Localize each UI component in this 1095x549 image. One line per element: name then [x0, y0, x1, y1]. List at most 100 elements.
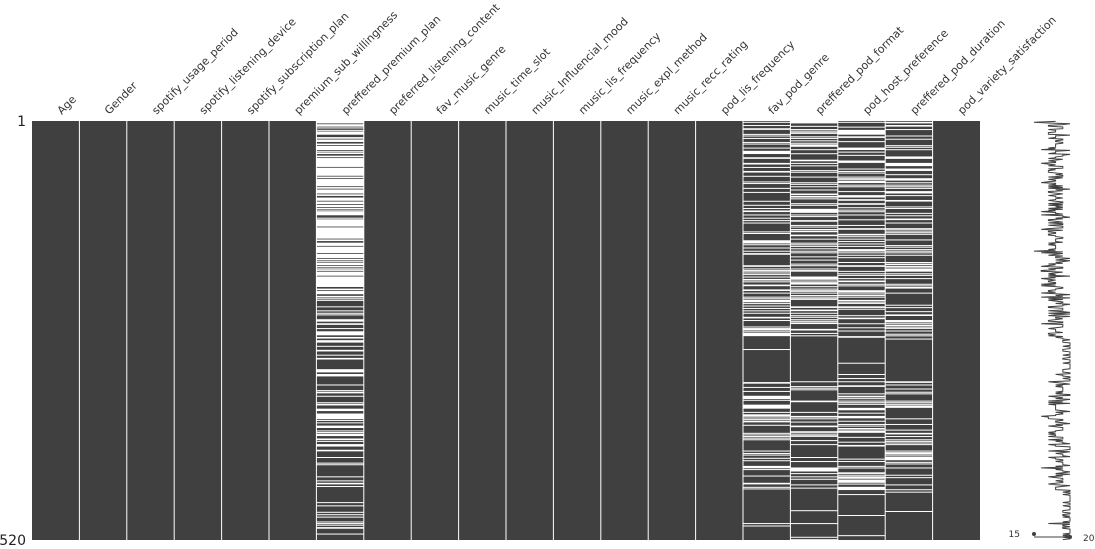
missing-cell	[743, 217, 791, 219]
missing-cell	[885, 491, 933, 493]
missing-cell	[885, 436, 933, 438]
column-spotify_listening_device	[174, 121, 222, 540]
column-music_expl_method	[600, 121, 649, 540]
missing-cell	[316, 345, 364, 347]
missing-cell	[316, 422, 364, 424]
missing-cell	[790, 125, 838, 127]
missing-cell	[885, 162, 933, 167]
missing-cell	[743, 137, 791, 139]
missing-cell	[316, 211, 364, 216]
missing-cell	[316, 328, 364, 330]
missing-cell	[743, 469, 791, 471]
column-label-spotify_usage_period: spotify_usage_period	[149, 26, 240, 117]
missing-cell	[316, 150, 364, 152]
missing-cell	[743, 141, 791, 143]
missing-cell	[885, 206, 933, 208]
missing-cell	[885, 292, 933, 294]
missing-cell	[837, 317, 886, 320]
missing-cell	[885, 467, 933, 469]
missing-cell	[885, 439, 933, 441]
missing-cell	[790, 316, 838, 318]
missing-cell	[885, 510, 933, 512]
missing-cell	[743, 170, 791, 173]
missing-cell	[316, 155, 364, 158]
missing-cell	[316, 258, 364, 261]
missing-cell	[743, 289, 791, 292]
missing-cell	[743, 432, 791, 434]
missing-cell	[837, 236, 886, 238]
missing-cell	[837, 395, 886, 398]
missing-cell	[790, 182, 838, 184]
missing-cell	[885, 262, 933, 264]
column-label-preffered_premium_plan: preffered_premium_plan	[339, 13, 443, 117]
missing-cell	[316, 246, 364, 254]
missing-cell	[790, 244, 838, 246]
missing-cell	[743, 133, 791, 135]
column-label-music_Influencial_mood: music_Influencial_mood	[529, 15, 631, 117]
missing-cell	[743, 457, 791, 459]
missing-cell	[837, 400, 886, 402]
missing-cell	[743, 328, 791, 331]
missing-cell	[743, 312, 791, 314]
missing-cell	[837, 252, 886, 254]
missing-cell	[790, 444, 838, 446]
missing-cell	[743, 244, 791, 246]
missing-cell	[743, 222, 791, 224]
missing-cell	[790, 245, 838, 247]
missing-cell	[743, 191, 791, 193]
missing-cell	[790, 476, 838, 478]
missing-cell	[743, 310, 791, 312]
missing-cell	[743, 486, 791, 488]
missing-cell	[316, 124, 364, 127]
missing-cell	[316, 438, 364, 441]
missing-cell	[743, 303, 791, 305]
missing-cell	[837, 121, 886, 123]
column-spotify_usage_period	[126, 121, 175, 540]
missing-cell	[790, 170, 838, 172]
missing-cell	[885, 212, 933, 214]
missing-cell	[790, 228, 838, 230]
column-music_lis_frequency	[553, 121, 601, 540]
missing-cell	[743, 482, 791, 485]
column-label-music_lis_frequency: music_lis_frequency	[576, 29, 664, 117]
missing-cell	[885, 195, 933, 197]
missing-cell	[316, 524, 364, 526]
missing-cell	[316, 511, 364, 513]
missing-cell	[316, 440, 364, 442]
missing-cell	[743, 439, 791, 441]
missing-cell	[837, 141, 886, 143]
missing-cell	[316, 514, 364, 516]
missing-cell	[743, 460, 791, 462]
missing-cell	[743, 417, 791, 419]
missing-cell	[837, 385, 886, 387]
missing-cell	[837, 308, 886, 310]
missing-cell	[837, 412, 886, 414]
missing-cell	[790, 186, 838, 188]
missing-cell	[885, 215, 933, 217]
sparkline-min-dot	[1032, 532, 1036, 536]
missing-cell	[743, 316, 791, 319]
missing-cell	[790, 159, 838, 162]
missing-cell	[790, 153, 838, 155]
missing-cell	[790, 425, 838, 428]
missing-cell	[885, 304, 933, 306]
missing-cell	[790, 144, 838, 147]
missing-cell	[790, 381, 838, 383]
missing-cell	[743, 278, 791, 281]
missing-cell	[885, 333, 933, 335]
missing-cell	[790, 328, 838, 331]
missing-cell	[743, 434, 791, 436]
missing-cell	[837, 515, 886, 517]
missing-cell	[885, 125, 933, 127]
missing-cell	[790, 539, 838, 541]
missing-cell	[837, 295, 886, 297]
missing-cell	[837, 209, 886, 211]
missing-cell	[790, 312, 838, 314]
missing-cell	[837, 191, 886, 193]
missing-cell	[316, 269, 364, 271]
missing-cell	[837, 207, 886, 209]
missing-cell	[885, 199, 933, 202]
missing-cell	[743, 525, 791, 527]
missing-cell	[837, 285, 886, 287]
missing-cell	[790, 484, 838, 486]
